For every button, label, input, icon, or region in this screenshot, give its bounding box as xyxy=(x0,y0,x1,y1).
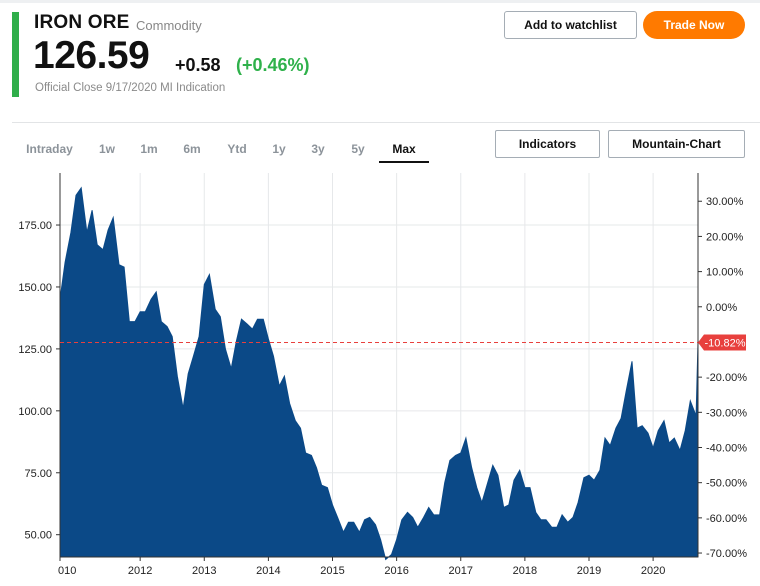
x-tick-label: 2020 xyxy=(641,565,665,577)
tab-1w[interactable]: 1w xyxy=(98,142,115,156)
top-strip xyxy=(0,0,760,3)
right-tick-label: 30.00% xyxy=(706,196,744,208)
official-close-note: Official Close 9/17/2020 MI Indication xyxy=(35,82,226,94)
left-tick-label: 100.00 xyxy=(18,406,52,418)
right-tick-label: -40.00% xyxy=(706,442,747,454)
current-value-label: -10.82% xyxy=(705,337,746,349)
tab-3y[interactable]: 3y xyxy=(311,142,325,156)
left-tick-label: 125.00 xyxy=(18,344,52,356)
last-price: 126.59 xyxy=(33,34,150,77)
right-tick-label: -20.00% xyxy=(706,372,747,384)
price-area-series xyxy=(59,186,699,561)
left-tick-label: 75.00 xyxy=(24,468,52,480)
right-tick-label: -30.00% xyxy=(706,407,747,419)
trade-now-button[interactable]: Trade Now xyxy=(643,11,745,39)
tab-1y[interactable]: 1y xyxy=(272,142,286,156)
mountain-chart-button[interactable]: Mountain-Chart xyxy=(608,130,745,158)
right-tick-label: -70.00% xyxy=(706,548,747,560)
x-tick-label: 2013 xyxy=(192,565,216,577)
instrument-category: Commodity xyxy=(136,18,202,33)
tab-5y[interactable]: 5y xyxy=(351,142,365,156)
price-change-percent: (+0.46%) xyxy=(236,55,310,75)
tab-ytd[interactable]: Ytd xyxy=(227,142,247,156)
tab-intraday[interactable]: Intraday xyxy=(26,142,73,156)
add-to-watchlist-button[interactable]: Add to watchlist xyxy=(504,11,637,39)
x-tick-label: 2012 xyxy=(128,565,152,577)
x-tick-label: 2016 xyxy=(384,565,408,577)
x-tick-label: 010 xyxy=(58,565,76,577)
tab-6m[interactable]: 6m xyxy=(183,142,201,156)
instrument-title: IRON ORE xyxy=(34,12,130,33)
right-tick-label: 10.00% xyxy=(706,267,744,279)
left-tick-label: 175.00 xyxy=(18,220,52,232)
tab-1m[interactable]: 1m xyxy=(140,142,158,156)
left-tick-label: 50.00 xyxy=(24,530,52,542)
indicators-button[interactable]: Indicators xyxy=(495,130,600,158)
x-tick-label: 2019 xyxy=(577,565,601,577)
current-value-flag xyxy=(698,334,746,351)
x-tick-label: 2018 xyxy=(513,565,537,577)
accent-bar xyxy=(12,12,19,97)
tab-max[interactable]: Max xyxy=(392,142,416,156)
left-tick-label: 150.00 xyxy=(18,282,52,294)
right-tick-label: -60.00% xyxy=(706,513,747,525)
right-tick-label: 0.00% xyxy=(706,302,737,314)
x-tick-label: 2014 xyxy=(256,565,280,577)
active-tab-underline xyxy=(379,161,429,163)
price-change: +0.58 xyxy=(175,55,221,75)
x-tick-label: 2015 xyxy=(320,565,344,577)
right-tick-label: 20.00% xyxy=(706,231,744,243)
right-tick-label: -50.00% xyxy=(706,478,747,490)
section-divider xyxy=(12,122,760,123)
x-tick-label: 2017 xyxy=(449,565,473,577)
